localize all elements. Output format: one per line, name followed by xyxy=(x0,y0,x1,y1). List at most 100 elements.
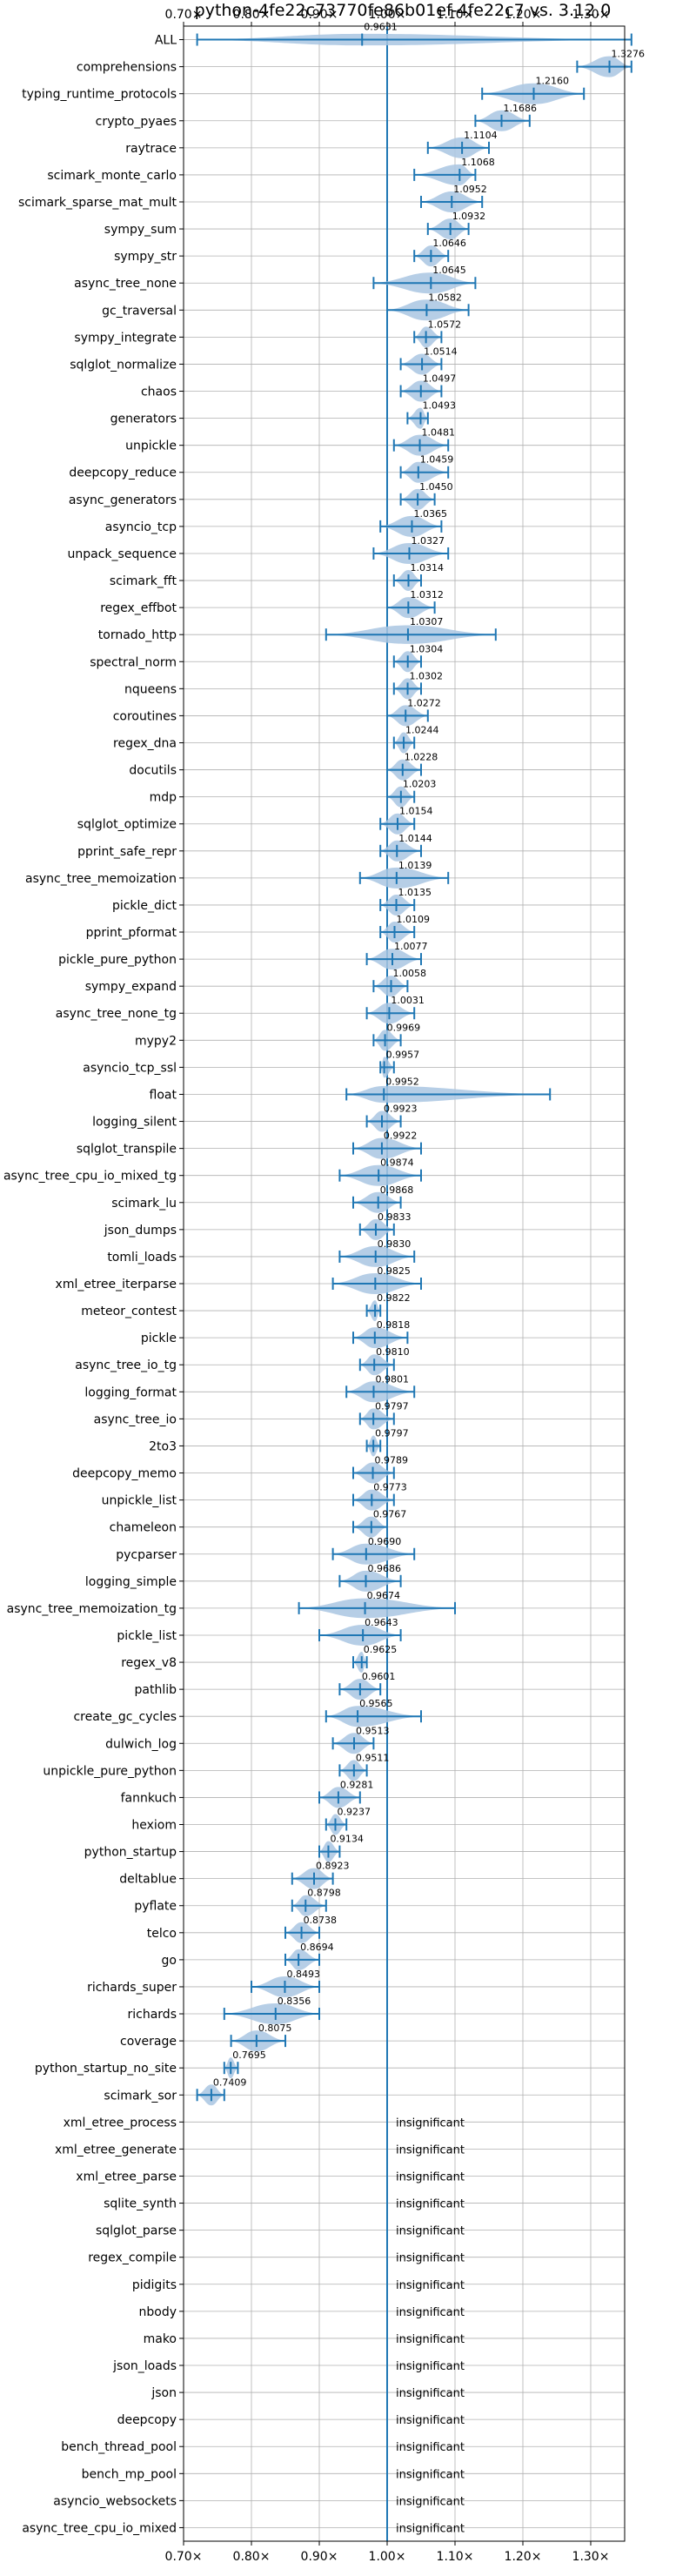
benchmark-label: sqlglot_transpile xyxy=(77,1143,177,1157)
benchmark-label: sqlglot_optimize xyxy=(77,818,177,832)
bottom-tick-label: 1.00× xyxy=(369,2550,406,2564)
value-label: 1.0952 xyxy=(453,184,487,195)
benchmark-label: sympy_expand xyxy=(85,980,177,994)
value-label: 1.0481 xyxy=(422,427,456,439)
benchmark-label: pathlib xyxy=(135,1683,177,1697)
top-tick-label: 0.80× xyxy=(233,8,271,22)
value-label: 1.0450 xyxy=(419,481,452,493)
benchmark-label: json_loads xyxy=(112,2359,177,2373)
benchmark-label: scimark_monte_carlo xyxy=(47,169,177,183)
value-label: 0.9674 xyxy=(367,1590,401,1601)
benchmark-label: pyflate xyxy=(134,1900,177,1914)
value-label: 0.9922 xyxy=(384,1130,418,1142)
benchmark-label: deepcopy xyxy=(117,2413,177,2427)
benchmark-label: tomli_loads xyxy=(107,1251,177,1265)
benchmark-label: mypy2 xyxy=(135,1034,177,1048)
top-tick-label: 1.20× xyxy=(505,8,542,22)
top-tick-label: 1.30× xyxy=(572,8,610,22)
benchmark-label: typing_runtime_protocols xyxy=(22,88,177,102)
benchmark-label: docutils xyxy=(129,764,177,778)
value-label: 0.9601 xyxy=(362,1671,396,1682)
bottom-tick-label: 0.90× xyxy=(301,2550,338,2564)
benchmark-label: python_startup_no_site xyxy=(35,2062,177,2076)
value-label: 1.0144 xyxy=(398,833,432,844)
benchmark-label: async_tree_none_tg xyxy=(56,1007,177,1021)
value-label: 1.0228 xyxy=(405,752,438,763)
value-label: 0.9237 xyxy=(337,1807,371,1818)
top-tick-label: 0.90× xyxy=(301,8,338,22)
insignificant-label: insignificant xyxy=(396,2468,465,2481)
insignificant-label: insignificant xyxy=(396,2279,465,2292)
benchmark-label: bench_thread_pool xyxy=(61,2440,177,2454)
value-label: 0.9565 xyxy=(359,1698,393,1709)
value-label: 1.0646 xyxy=(432,238,466,249)
value-label: 1.0203 xyxy=(403,779,437,790)
benchmark-label: logging_format xyxy=(84,1385,177,1399)
benchmark-label: xml_etree_iterparse xyxy=(56,1278,177,1291)
bottom-tick-label: 1.10× xyxy=(437,2550,474,2564)
benchmark-label: go xyxy=(162,1954,177,1968)
value-label: 1.0139 xyxy=(398,860,432,871)
benchmark-label: async_generators xyxy=(69,493,177,507)
value-label: 0.7695 xyxy=(232,2049,266,2061)
benchmark-label: richards_super xyxy=(87,1981,177,1995)
value-label: 1.2160 xyxy=(535,76,569,87)
top-tick-label: 0.70× xyxy=(165,8,203,22)
benchmark-label: xml_etree_process xyxy=(64,2116,177,2130)
bottom-tick-label: 1.20× xyxy=(505,2550,542,2564)
value-label: 1.0272 xyxy=(407,697,441,708)
benchmark-label: mdp xyxy=(150,791,177,805)
value-label: 0.8923 xyxy=(316,1861,350,1872)
benchmark-label: hexiom xyxy=(131,1819,177,1833)
bottom-tick-label: 0.80× xyxy=(233,2550,271,2564)
benchmark-label: ALL xyxy=(155,34,177,48)
value-label: 0.9818 xyxy=(377,1319,411,1331)
value-label: 0.8493 xyxy=(286,1969,320,1980)
benchmark-label: pprint_pformat xyxy=(86,926,177,940)
benchmark-label: async_tree_memoization_tg xyxy=(7,1602,177,1616)
insignificant-label: insignificant xyxy=(396,2441,465,2454)
insignificant-label: insignificant xyxy=(396,2306,465,2319)
insignificant-label: insignificant xyxy=(396,2522,465,2535)
value-label: 0.7409 xyxy=(213,2076,246,2088)
benchmark-label: 2to3 xyxy=(149,1439,177,1453)
benchmark-label: json_dumps xyxy=(104,1224,177,1238)
value-label: 1.1686 xyxy=(504,103,538,114)
benchmark-label: unpickle_pure_python xyxy=(43,1764,177,1778)
benchmark-label: pickle_dict xyxy=(112,899,177,913)
value-label: 1.1068 xyxy=(461,157,495,168)
benchmark-label: async_tree_io xyxy=(94,1412,177,1426)
insignificant-label: insignificant xyxy=(396,2170,465,2184)
value-label: 1.0135 xyxy=(398,887,432,898)
value-label: 0.9833 xyxy=(378,1211,412,1223)
benchmark-label: regex_effbot xyxy=(100,601,177,615)
value-label: 0.9969 xyxy=(387,1022,421,1033)
value-label: 0.9952 xyxy=(385,1076,419,1087)
insignificant-label: insignificant xyxy=(396,2252,465,2265)
value-label: 0.9797 xyxy=(375,1400,409,1412)
insignificant-label: insignificant xyxy=(396,2198,465,2211)
value-label: 0.8356 xyxy=(278,1996,311,2007)
value-label: 1.0493 xyxy=(422,400,455,412)
value-label: 1.0312 xyxy=(410,589,444,600)
benchmark-label: async_tree_cpu_io_mixed_tg xyxy=(3,1170,177,1184)
benchmark-label: meteor_contest xyxy=(81,1305,177,1318)
value-label: 1.1104 xyxy=(464,130,498,141)
value-label: 1.0244 xyxy=(405,724,439,735)
benchmark-label: unpack_sequence xyxy=(68,547,177,561)
benchmark-label: deepcopy_memo xyxy=(72,1467,177,1481)
value-label: 0.9957 xyxy=(386,1049,420,1060)
benchmark-label: raytrace xyxy=(125,142,177,156)
benchmark-label: deepcopy_reduce xyxy=(69,466,177,480)
insignificant-label: insignificant xyxy=(396,2360,465,2373)
bottom-tick-label: 0.70× xyxy=(165,2550,203,2564)
bottom-tick-label: 1.30× xyxy=(572,2550,610,2564)
benchmark-label: async_tree_none xyxy=(74,277,177,291)
value-label: 1.0327 xyxy=(412,535,445,547)
benchmark-label: deltablue xyxy=(119,1873,177,1887)
benchmark-label: pickle_list xyxy=(117,1629,177,1643)
benchmark-label: create_gc_cycles xyxy=(73,1710,177,1724)
benchmark-label: sqlite_synth xyxy=(104,2197,177,2211)
benchmark-label: asyncio_websockets xyxy=(53,2494,177,2508)
benchmark-label: async_tree_cpu_io_mixed xyxy=(22,2521,177,2535)
